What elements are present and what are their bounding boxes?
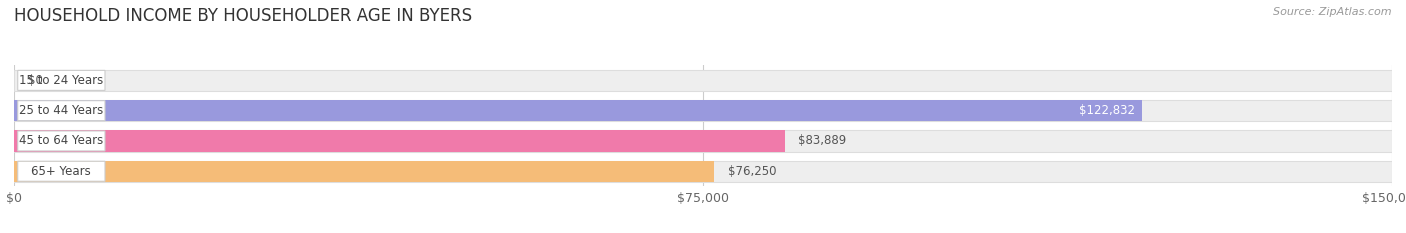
Text: $83,889: $83,889 — [799, 134, 846, 147]
Text: HOUSEHOLD INCOME BY HOUSEHOLDER AGE IN BYERS: HOUSEHOLD INCOME BY HOUSEHOLDER AGE IN B… — [14, 7, 472, 25]
Text: $76,250: $76,250 — [728, 165, 776, 178]
FancyBboxPatch shape — [18, 131, 105, 151]
FancyBboxPatch shape — [18, 70, 105, 90]
Text: Source: ZipAtlas.com: Source: ZipAtlas.com — [1274, 7, 1392, 17]
Text: 45 to 64 Years: 45 to 64 Years — [20, 134, 104, 147]
Text: 65+ Years: 65+ Years — [31, 165, 91, 178]
Text: 15 to 24 Years: 15 to 24 Years — [20, 74, 104, 87]
Text: 25 to 44 Years: 25 to 44 Years — [20, 104, 104, 117]
FancyBboxPatch shape — [18, 161, 105, 181]
Bar — [14, 130, 785, 152]
Bar — [14, 161, 1392, 182]
FancyBboxPatch shape — [18, 101, 105, 121]
Bar — [14, 130, 1392, 152]
Bar — [14, 161, 714, 182]
Text: $122,832: $122,832 — [1078, 104, 1135, 117]
Bar — [14, 100, 1143, 121]
Bar — [14, 100, 1392, 121]
Text: $0: $0 — [28, 74, 42, 87]
Bar — [14, 70, 1392, 91]
